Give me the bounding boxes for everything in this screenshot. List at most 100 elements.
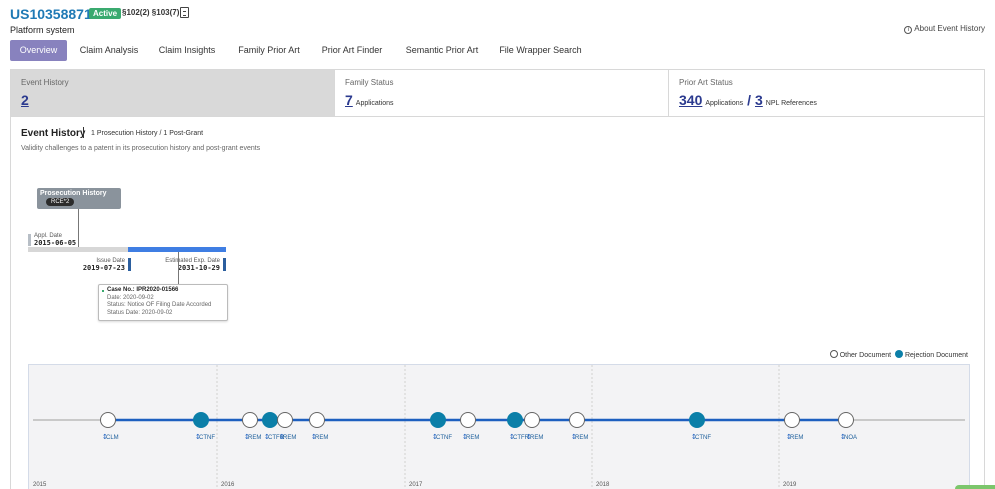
tab-claim-analysis[interactable]: Claim Analysis	[79, 45, 139, 55]
event-label[interactable]: REM	[530, 435, 543, 441]
timeline-legend: Other Document Rejection Document	[829, 350, 968, 359]
event-arrow-icon: ↕	[432, 433, 438, 441]
prosecution-connector	[78, 209, 79, 247]
rejection-document-marker[interactable]	[193, 412, 209, 428]
rejection-document-marker[interactable]	[262, 412, 278, 428]
rejection-document-marker[interactable]	[507, 412, 523, 428]
tab-overview[interactable]: Overview	[10, 40, 67, 61]
issue-date: Issue Date 2019-07-23	[51, 258, 125, 273]
ipr-case-card[interactable]: Case No.: IPR2020-01566 Date: 2020-09-02…	[98, 284, 228, 321]
other-document-legend-icon	[829, 350, 838, 358]
prior-art-applications-unit: Applications	[705, 100, 744, 107]
patent-id: US10358871B2	[10, 6, 110, 22]
event-label[interactable]: REM	[790, 435, 803, 441]
issue-date-label: Issue Date	[96, 258, 125, 264]
event-arrow-icon: ↕	[526, 433, 532, 441]
tab-semantic-prior-art[interactable]: Semantic Prior Art	[405, 45, 479, 55]
year-label: 2015	[33, 482, 47, 488]
issue-date-value: 2019-07-23	[82, 264, 125, 272]
event-arrow-icon: ↕	[244, 433, 250, 441]
about-event-history-link[interactable]: i About Event History	[904, 24, 985, 34]
other-document-marker[interactable]	[524, 412, 540, 428]
title-divider	[83, 127, 84, 138]
separator-slash: /	[747, 92, 751, 108]
event-label[interactable]: REM	[466, 435, 479, 441]
case-status-date: Status Date: 2020-09-02	[107, 309, 173, 316]
event-label[interactable]: CTNF	[695, 435, 711, 441]
status-badge: Active	[89, 8, 122, 19]
prior-art-status-card-title: Prior Art Status	[679, 78, 733, 87]
tab-family-prior-art[interactable]: Family Prior Art	[238, 45, 300, 55]
event-arrow-icon: ↕	[264, 433, 270, 441]
case-number: Case No.: IPR2020-01566	[107, 287, 179, 293]
case-date: Date: 2020-09-02	[107, 294, 154, 301]
rejection-document-legend-label: Rejection Document	[904, 352, 968, 359]
event-label[interactable]: CTNF	[199, 435, 215, 441]
issue-date-marker	[128, 258, 131, 271]
family-status-card[interactable]: Family Status 7 Applications	[334, 70, 668, 116]
other-document-marker[interactable]	[784, 412, 800, 428]
event-label[interactable]: CLM	[106, 435, 119, 441]
npl-references-count[interactable]: 3	[755, 92, 763, 108]
tab-prior-art-finder[interactable]: Prior Art Finder	[321, 45, 383, 55]
event-label[interactable]: CTNF	[436, 435, 452, 441]
tab-claim-insights[interactable]: Claim Insights	[158, 45, 216, 55]
rejection-document-marker[interactable]	[689, 412, 705, 428]
case-status: Status: Notice OF Filing Date Accorded	[107, 302, 212, 308]
event-label[interactable]: CTFR	[513, 435, 530, 441]
prosecution-history-label: Prosecution History	[40, 190, 107, 197]
event-arrow-icon: ↕	[195, 433, 201, 441]
other-document-marker[interactable]	[277, 412, 293, 428]
event-arrow-icon: ↕	[786, 433, 792, 441]
prior-art-status-card[interactable]: Prior Art Status 340 Applications/3 NPL Re…	[668, 70, 984, 116]
case-connector	[178, 252, 179, 284]
family-status-card-title: Family Status	[345, 78, 394, 87]
event-history-card[interactable]: Event History 2	[11, 70, 334, 116]
exp-date-label: Estimated Exp. Date	[165, 258, 220, 264]
event-label[interactable]: REM	[283, 435, 296, 441]
event-label[interactable]: REM	[575, 435, 588, 441]
appl-date-value: 2015-06-05	[34, 239, 77, 247]
event-label[interactable]: REM	[315, 435, 328, 441]
prosecution-history-box[interactable]: Prosecution History RCE*2	[37, 188, 121, 209]
npl-references-unit: NPL References	[765, 100, 817, 107]
year-label: 2017	[409, 482, 423, 488]
event-label[interactable]: CTFR	[268, 435, 285, 441]
timeline-svg: 2015 2016 2017 2018 2019↕CLM ↕CTNF ↕REM ↕CTFR↕R…	[33, 365, 965, 489]
event-history-subtitle: 1 Prosecution History / 1 Post-Grant	[91, 130, 204, 137]
appl-date-label: Appl. Date	[34, 233, 63, 239]
rejection-document-marker[interactable]	[430, 412, 446, 428]
event-history-count[interactable]: 2	[21, 92, 29, 108]
event-arrow-icon: ↕	[279, 433, 285, 441]
event-arrow-icon: ↕	[509, 433, 515, 441]
year-label: 2018	[596, 482, 610, 488]
event-label[interactable]: NOA	[844, 435, 857, 441]
prior-art-applications-count[interactable]: 340	[679, 92, 703, 108]
appl-date-marker	[28, 234, 31, 246]
other-document-marker[interactable]	[838, 412, 854, 428]
year-label: 2016	[221, 482, 235, 488]
family-status-count[interactable]: 7	[345, 92, 353, 108]
about-link-label: About Event History	[914, 24, 985, 33]
other-document-marker[interactable]	[460, 412, 476, 428]
summary-bar: Event History 2 Family Status 7 Applicati…	[10, 69, 985, 117]
event-arrow-icon: ↕	[840, 433, 846, 441]
rejection-document-legend-icon	[894, 350, 903, 358]
event-arrow-icon: ↕	[691, 433, 697, 441]
exp-date: Estimated Exp. Date 2031-10-29	[131, 258, 220, 273]
other-document-legend-label: Other Document	[839, 352, 892, 359]
other-document-marker[interactable]	[100, 412, 116, 428]
platform-label: Platform system	[10, 25, 75, 35]
year-label: 2019	[783, 482, 797, 488]
corner-indicator	[955, 485, 995, 489]
patent-term-bar	[128, 247, 226, 252]
rce-badge: RCE*2	[46, 198, 75, 206]
other-document-marker[interactable]	[309, 412, 325, 428]
event-arrow-icon: ↕	[462, 433, 468, 441]
other-document-marker[interactable]	[569, 412, 585, 428]
event-label[interactable]: REM	[248, 435, 261, 441]
info-icon: i	[904, 26, 913, 34]
tab-file-wrapper-search[interactable]: File Wrapper Search	[499, 45, 582, 55]
other-document-marker[interactable]	[242, 412, 258, 428]
document-icon[interactable]	[180, 7, 189, 18]
